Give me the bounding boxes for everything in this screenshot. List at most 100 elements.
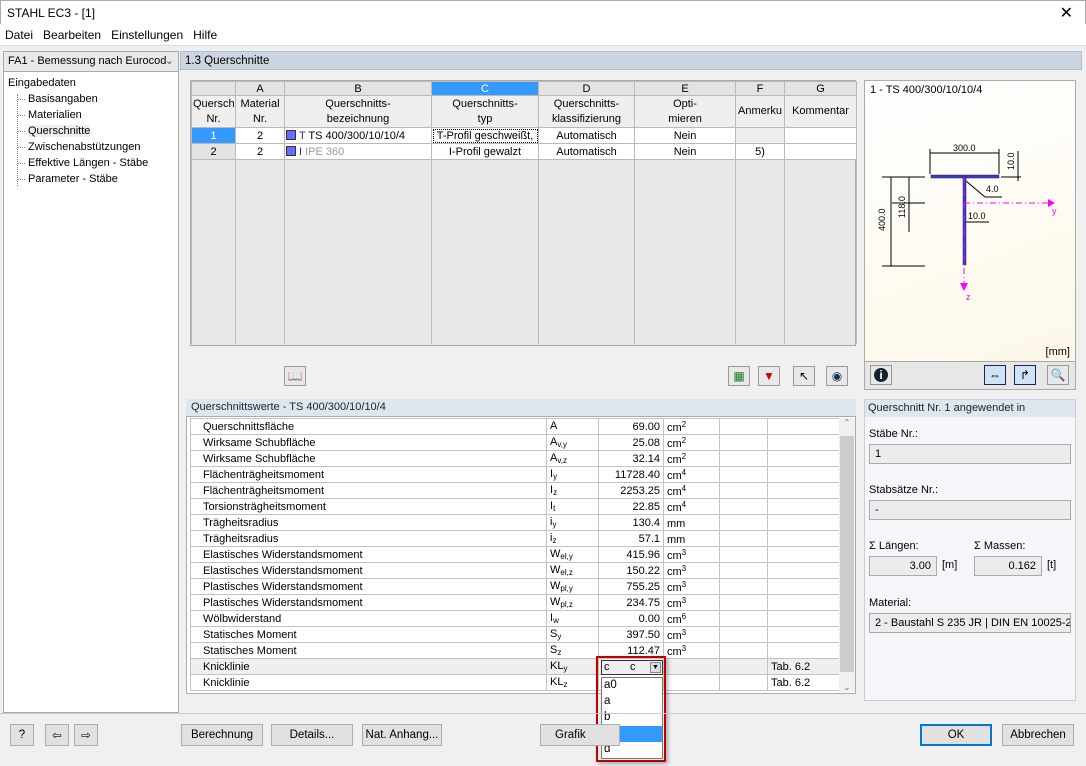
option-a0[interactable]: a0: [604, 679, 617, 691]
table-row[interactable]: Flächenträgheitsmoment Iz 2253.25 cm4: [190, 482, 841, 499]
classification-cell[interactable]: Automatisch: [538, 127, 635, 144]
section-name-cell[interactable]: T TS 400/300/10/10/4: [284, 127, 432, 144]
menu-einstellungen[interactable]: Einstellungen: [111, 28, 184, 42]
property-name: Flächenträgheitsmoment: [190, 466, 547, 483]
table-row[interactable]: Knicklinie KLz Tab. 6.2: [190, 674, 841, 691]
table-row[interactable]: Querschnittsfläche A 69.00 cm2: [190, 418, 841, 435]
value[interactable]: 397.50: [598, 626, 664, 643]
optimize-cell[interactable]: Nein: [634, 127, 736, 144]
sidebar-item-querschnitte[interactable]: Querschnitte: [28, 125, 91, 137]
axes-button[interactable]: ↱: [1014, 365, 1036, 385]
column-letter[interactable]: D: [538, 81, 635, 96]
dropdown-arrow-icon[interactable]: ▼: [650, 662, 661, 673]
type-cell[interactable]: I-Profil gewalzt: [431, 143, 539, 160]
dimensions-button[interactable]: ⇔: [984, 365, 1006, 385]
option-b[interactable]: b: [604, 711, 611, 723]
material-cell[interactable]: 2: [235, 143, 285, 160]
tree-root[interactable]: Eingabedaten: [8, 77, 76, 89]
cancel-button[interactable]: Abbrechen: [1002, 724, 1074, 746]
previous-button[interactable]: ⇦: [45, 724, 69, 746]
remark-cell[interactable]: [735, 127, 785, 144]
zoom-reset-button[interactable]: 🔍: [1047, 365, 1069, 385]
pick-button[interactable]: ↖: [793, 366, 815, 386]
table-row[interactable]: Plastisches Widerstandsmoment Wpl,y 755.…: [190, 578, 841, 595]
unit-text: cm: [667, 453, 682, 466]
section-name-cell[interactable]: I IPE 360: [284, 143, 432, 160]
table-row[interactable]: Trägheitsradius iz 57.1 mm: [190, 530, 841, 547]
close-icon[interactable]: ✕: [1059, 5, 1073, 22]
table-row[interactable]: Wirksame Schubfläche Av,z 32.14 cm2: [190, 450, 841, 467]
view-button[interactable]: ◉: [826, 366, 848, 386]
value[interactable]: 755.25: [598, 578, 664, 595]
row-number[interactable]: 1: [191, 127, 236, 144]
table-row[interactable]: Wölbwiderstand Iw 0.00 cm6: [190, 610, 841, 627]
table-row[interactable]: Elastisches Widerstandsmoment Wel,y 415.…: [190, 546, 841, 563]
scroll-thumb[interactable]: [840, 436, 854, 672]
sidebar-item-zwischenabstuetzungen[interactable]: Zwischenabstützungen: [28, 141, 141, 153]
column-letter[interactable]: E: [634, 81, 736, 96]
ok-button[interactable]: OK: [920, 724, 992, 746]
value[interactable]: 150.22: [598, 562, 664, 579]
value[interactable]: 130.4: [598, 514, 664, 531]
table-row[interactable]: Statisches Moment Sy 397.50 cm3: [190, 626, 841, 643]
scroll-up-icon[interactable]: ⌃: [843, 418, 851, 427]
option-a[interactable]: a: [604, 695, 611, 707]
column-letter[interactable]: C: [431, 81, 539, 96]
case-select[interactable]: FA1 - Bemessung nach Eurocod ⌄: [4, 52, 178, 72]
value[interactable]: 25.08: [598, 434, 664, 451]
national-annex-button[interactable]: Nat. Anhang...: [362, 724, 442, 746]
value[interactable]: 32.14: [598, 450, 664, 467]
row-number[interactable]: 2: [191, 143, 236, 160]
table-row[interactable]: Torsionsträgheitsmoment It 22.85 cm4: [190, 498, 841, 515]
help-button[interactable]: ?: [10, 724, 34, 746]
table-row[interactable]: Elastisches Widerstandsmoment Wel,z 150.…: [190, 562, 841, 579]
library-button[interactable]: 📖: [284, 366, 306, 386]
graphics-button[interactable]: Grafik: [540, 724, 620, 746]
table-row[interactable]: Wirksame Schubfläche Av,y 25.08 cm2: [190, 434, 841, 451]
sidebar-item-effektive-laengen[interactable]: Effektive Längen - Stäbe: [28, 157, 149, 169]
symbol-subscript: z: [552, 536, 557, 545]
table-row[interactable]: Flächenträgheitsmoment Iy 11728.40 cm4: [190, 466, 841, 483]
table-row[interactable]: Plastisches Widerstandsmoment Wpl,z 234.…: [190, 594, 841, 611]
column-letter[interactable]: F: [735, 81, 785, 96]
option-d[interactable]: d: [604, 743, 611, 755]
details-button[interactable]: Details...: [271, 724, 353, 746]
sidebar-item-basisangaben[interactable]: Basisangaben: [28, 93, 98, 105]
menu-hilfe[interactable]: Hilfe: [193, 28, 218, 42]
sidebar-item-materialien[interactable]: Materialien: [28, 109, 82, 121]
menu-datei[interactable]: Datei: [5, 28, 34, 42]
value[interactable]: 57.1: [598, 530, 664, 547]
table-row[interactable]: Statisches Moment Sz 112.47 cm3: [190, 642, 841, 659]
export-excel-button[interactable]: ▦: [728, 366, 750, 386]
value[interactable]: 11728.40: [598, 466, 664, 483]
remark-cell[interactable]: 5): [735, 143, 785, 160]
value[interactable]: 22.85: [598, 498, 664, 515]
value[interactable]: 234.75: [598, 594, 664, 611]
info-button[interactable]: i: [870, 365, 892, 385]
column-letter[interactable]: B: [284, 81, 432, 96]
scroll-down-icon[interactable]: ⌄: [843, 683, 851, 692]
value[interactable]: 69.00: [598, 418, 664, 435]
optimize-cell[interactable]: Nein: [634, 143, 736, 160]
classification-cell[interactable]: Automatisch: [538, 143, 635, 160]
calculation-button[interactable]: Berechnung: [181, 724, 263, 746]
column-letter[interactable]: G: [784, 81, 857, 96]
value[interactable]: 2253.25: [598, 482, 664, 499]
column-letter[interactable]: A: [235, 81, 285, 96]
material-cell[interactable]: 2: [235, 127, 285, 144]
comment-cell[interactable]: [784, 143, 857, 160]
sidebar-item-parameter[interactable]: Parameter - Stäbe: [28, 173, 118, 185]
table-row[interactable]: Knicklinie KLy c Tab. 6.2: [190, 658, 841, 675]
note: [767, 514, 841, 531]
table-row[interactable]: Trägheitsradius iy 130.4 mm: [190, 514, 841, 531]
buckling-curve-dropdown[interactable]: c▼ a0 a b c d: [596, 656, 666, 762]
menu-bearbeiten[interactable]: Bearbeiten: [43, 28, 102, 42]
value[interactable]: 0.00: [598, 610, 664, 627]
next-button[interactable]: ⇨: [74, 724, 98, 746]
comment-cell[interactable]: [784, 127, 857, 144]
import-excel-button[interactable]: ▼: [758, 366, 780, 386]
vertical-scrollbar[interactable]: ⌃ ⌄: [839, 418, 855, 692]
value[interactable]: 415.96: [598, 546, 664, 563]
type-cell[interactable]: T-Profil geschweißt,: [431, 127, 539, 144]
dropdown-box[interactable]: c ▼: [601, 660, 663, 675]
